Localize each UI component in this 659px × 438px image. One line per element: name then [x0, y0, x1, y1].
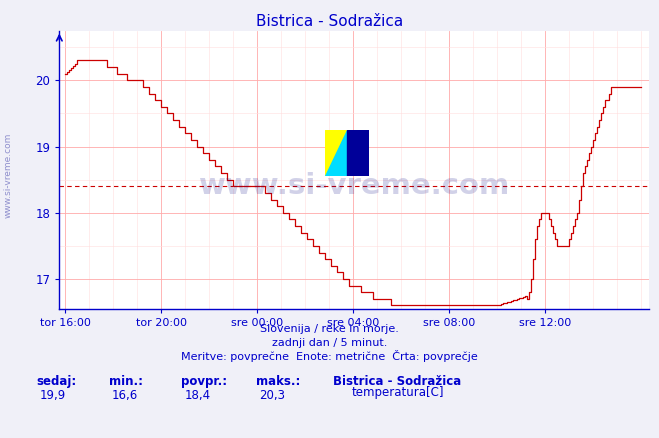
- Bar: [347, 130, 369, 177]
- Text: 19,9: 19,9: [40, 389, 66, 402]
- Text: Meritve: povprečne  Enote: metrične  Črta: povprečje: Meritve: povprečne Enote: metrične Črta:…: [181, 350, 478, 362]
- Text: min.:: min.:: [109, 375, 143, 389]
- Text: Bistrica - Sodražica: Bistrica - Sodražica: [333, 375, 461, 389]
- Text: www.si-vreme.com: www.si-vreme.com: [198, 173, 510, 201]
- Text: 20,3: 20,3: [259, 389, 285, 402]
- Text: 16,6: 16,6: [112, 389, 138, 402]
- Text: povpr.:: povpr.:: [181, 375, 227, 389]
- Text: maks.:: maks.:: [256, 375, 300, 389]
- Text: sedaj:: sedaj:: [36, 375, 76, 389]
- Bar: [326, 130, 347, 177]
- Text: www.si-vreme.com: www.si-vreme.com: [4, 133, 13, 218]
- Text: Bistrica - Sodražica: Bistrica - Sodražica: [256, 14, 403, 28]
- Text: zadnji dan / 5 minut.: zadnji dan / 5 minut.: [272, 338, 387, 347]
- Text: 18,4: 18,4: [185, 389, 211, 402]
- Text: temperatura[C]: temperatura[C]: [351, 386, 444, 399]
- Text: Slovenija / reke in morje.: Slovenija / reke in morje.: [260, 325, 399, 334]
- Polygon shape: [326, 130, 347, 177]
